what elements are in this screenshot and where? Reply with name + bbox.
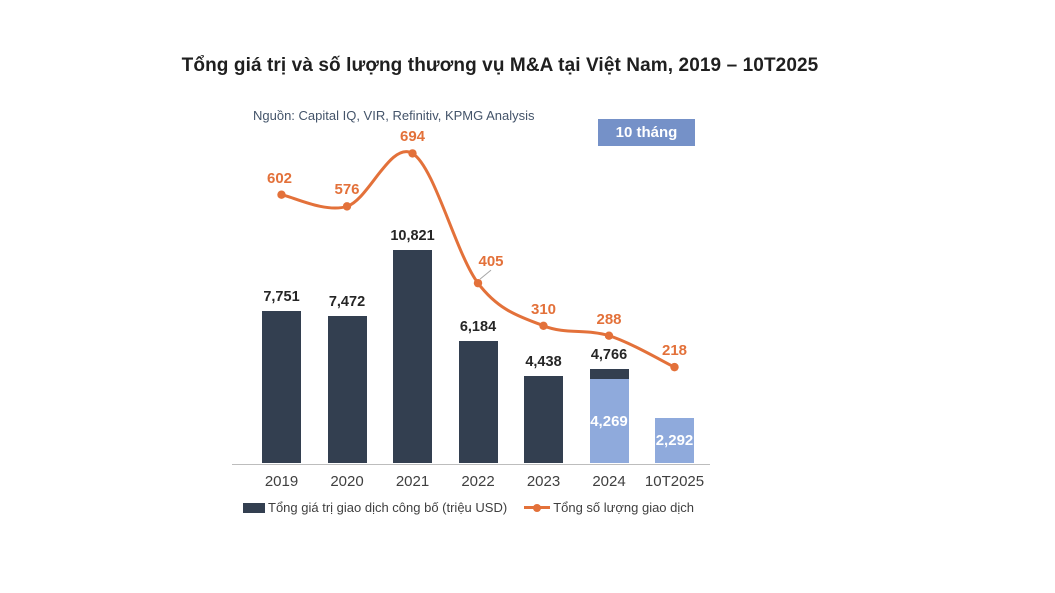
- line-series-swatch: [524, 503, 551, 512]
- x-axis-label-2021: 2021: [395, 473, 430, 490]
- line-value-label: 310: [530, 300, 557, 318]
- line-value-label: 288: [596, 310, 622, 328]
- line-value-label: 405: [478, 253, 504, 271]
- line-value-label: 694: [399, 128, 426, 146]
- line-point-marker-2020: [342, 202, 352, 211]
- bar-total-label: 7,751: [263, 288, 300, 305]
- line-point-marker-2021: [408, 149, 417, 158]
- x-axis-label-2024: 2024: [592, 473, 626, 490]
- bar-total-label: 7,472: [328, 294, 366, 311]
- bar-segment-2024-light: 4,269: [589, 379, 629, 464]
- bar-segment-2021-dark: [393, 250, 432, 464]
- line-value-label: 218: [661, 342, 688, 360]
- bar-segment-2023-dark: [524, 375, 563, 464]
- line-point-marker-10T2025: [670, 362, 679, 372]
- bar-segment-10T2025-light: 2,292: [655, 418, 694, 464]
- x-axis-line: [232, 463, 710, 465]
- line-point-marker-2019: [277, 190, 286, 199]
- line-swatch-dot: [533, 503, 542, 512]
- legend-bar-label: Tổng giá trị giao dịch công bố (triệu US…: [268, 500, 508, 515]
- bar-segment-2019-dark: [262, 310, 301, 464]
- line-point-marker-2023: [539, 321, 548, 331]
- bar-segment-2024-dark: [589, 369, 629, 380]
- bar-inside-value-label: 4,269: [590, 412, 628, 430]
- bar-inside-value-label: 2,292: [655, 432, 694, 450]
- line-point-marker-2022: [473, 278, 483, 288]
- x-axis-label-10T2025: 10T2025: [644, 473, 705, 490]
- bar-segment-2020-dark: [327, 316, 367, 464]
- legend-item-bar: Tổng giá trị giao dịch công bố (triệu US…: [243, 500, 507, 515]
- x-axis-label-2019: 2019: [264, 473, 299, 490]
- bar-total-label: 10,821: [390, 228, 435, 244]
- x-axis-label-2020: 2020: [330, 473, 364, 490]
- bar-series-swatch: [243, 502, 265, 513]
- legend: Tổng giá trị giao dịch công bố (triệu US…: [243, 500, 694, 515]
- period-badge: 10 tháng: [598, 119, 695, 146]
- line-point-marker-2024: [604, 331, 614, 340]
- bar-segment-2022-dark: [458, 341, 498, 464]
- x-axis-label-2023: 2023: [526, 473, 561, 490]
- chart-title: Tổng giá trị và số lượng thương vụ M&A t…: [181, 55, 819, 76]
- line-value-label: 602: [266, 169, 293, 187]
- label-leader-line: [479, 269, 492, 280]
- bar-total-label: 4,438: [525, 353, 562, 370]
- line-value-label: 576: [334, 181, 360, 199]
- source-note: Nguồn: Capital IQ, VIR, Refinitiv, KPMG …: [253, 108, 535, 123]
- x-axis-label-2022: 2022: [461, 473, 495, 490]
- bar-total-label: 4,766: [590, 347, 628, 364]
- legend-item-line: Tổng số lượng giao dịch: [524, 500, 694, 515]
- legend-line-label: Tổng số lượng giao dịch: [553, 500, 694, 515]
- bar-total-label: 6,184: [459, 319, 497, 336]
